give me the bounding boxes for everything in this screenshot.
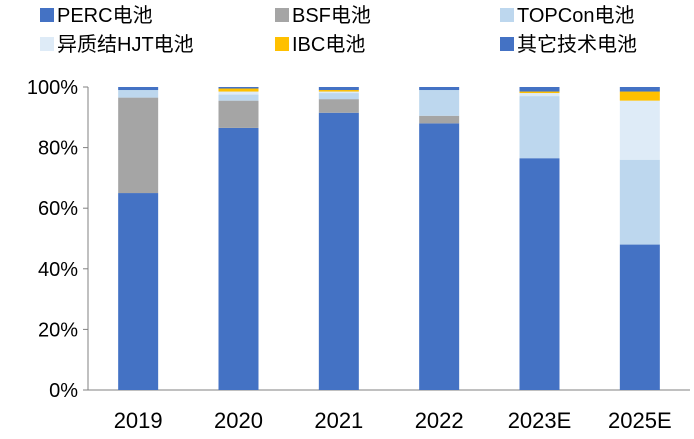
legend-label-5: 其它技术电池 bbox=[517, 33, 637, 56]
legend-label-3: 异质结HJT电池 bbox=[57, 33, 194, 56]
bar-2019-series-1 bbox=[118, 97, 159, 194]
x-tick-label-2: 2021 bbox=[314, 408, 363, 433]
bar-2025E-series-5 bbox=[619, 87, 660, 92]
legend-label-1: BSF电池 bbox=[292, 4, 371, 27]
bar-2025E-series-3 bbox=[619, 100, 660, 160]
bar-2020-series-0 bbox=[218, 127, 259, 390]
x-tick-label-0: 2019 bbox=[114, 408, 163, 433]
bar-2023E-series-4 bbox=[519, 91, 560, 94]
bar-2022-series-1 bbox=[419, 115, 460, 124]
bar-2022-series-2 bbox=[419, 90, 460, 116]
bar-2022-series-0 bbox=[419, 123, 460, 391]
axes: 0% 20% 40% 60% 80% 100% 2019 2020 2021 2022 2023E 2… bbox=[27, 77, 690, 433]
bar-2023E-series-0 bbox=[519, 158, 560, 390]
y-tick-label-3: 60% bbox=[38, 198, 78, 220]
x-tick-label-1: 2020 bbox=[214, 408, 263, 433]
bar-2021-series-5 bbox=[318, 87, 359, 91]
bar-2025E-series-2 bbox=[619, 159, 660, 245]
bar-2022-series-5 bbox=[419, 87, 460, 91]
legend-swatch-4 bbox=[275, 37, 289, 51]
bar-2020-series-2 bbox=[218, 94, 259, 101]
legend-label-0: PERC电池 bbox=[57, 4, 153, 27]
y-tick-label-2: 40% bbox=[38, 259, 78, 281]
legend-label-2: TOPCon电池 bbox=[517, 4, 634, 27]
bar-2021-series-1 bbox=[318, 99, 359, 113]
bar-2025E-series-4 bbox=[619, 91, 660, 101]
legend-swatch-3 bbox=[40, 37, 54, 51]
y-tick-label-0: 0% bbox=[49, 380, 78, 402]
y-tick-label-1: 20% bbox=[38, 319, 78, 341]
bar-2019-series-5 bbox=[118, 87, 159, 91]
bar-2021-series-0 bbox=[318, 112, 359, 390]
legend-swatch-2 bbox=[500, 8, 514, 22]
legend-swatch-5 bbox=[500, 37, 514, 51]
x-tick-label-5: 2025E bbox=[608, 408, 672, 433]
bar-2025E-series-0 bbox=[619, 244, 660, 390]
bar-2023E-series-3 bbox=[519, 93, 560, 97]
bar-2023E-series-2 bbox=[519, 96, 560, 159]
bar-2021-series-2 bbox=[318, 93, 359, 100]
bar-2023E-series-5 bbox=[519, 87, 560, 92]
y-tick-label-5: 100% bbox=[27, 77, 78, 99]
legend-label-4: IBC电池 bbox=[292, 33, 365, 56]
bar-2020-series-4 bbox=[218, 88, 259, 92]
bars bbox=[118, 87, 660, 391]
bar-2020-series-5 bbox=[218, 87, 259, 89]
bar-2019-series-2 bbox=[118, 90, 159, 98]
legend-swatch-1 bbox=[275, 8, 289, 22]
bar-2020-series-1 bbox=[218, 100, 259, 128]
x-tick-label-3: 2022 bbox=[415, 408, 464, 433]
x-tick-label-4: 2023E bbox=[508, 408, 572, 433]
bar-2019-series-0 bbox=[118, 193, 159, 390]
y-tick-label-4: 80% bbox=[38, 138, 78, 160]
bar-2020-series-3 bbox=[218, 91, 259, 95]
bar-2021-series-4 bbox=[318, 90, 359, 92]
legend-swatch-0 bbox=[40, 8, 54, 22]
bar-2021-series-3 bbox=[318, 91, 359, 94]
